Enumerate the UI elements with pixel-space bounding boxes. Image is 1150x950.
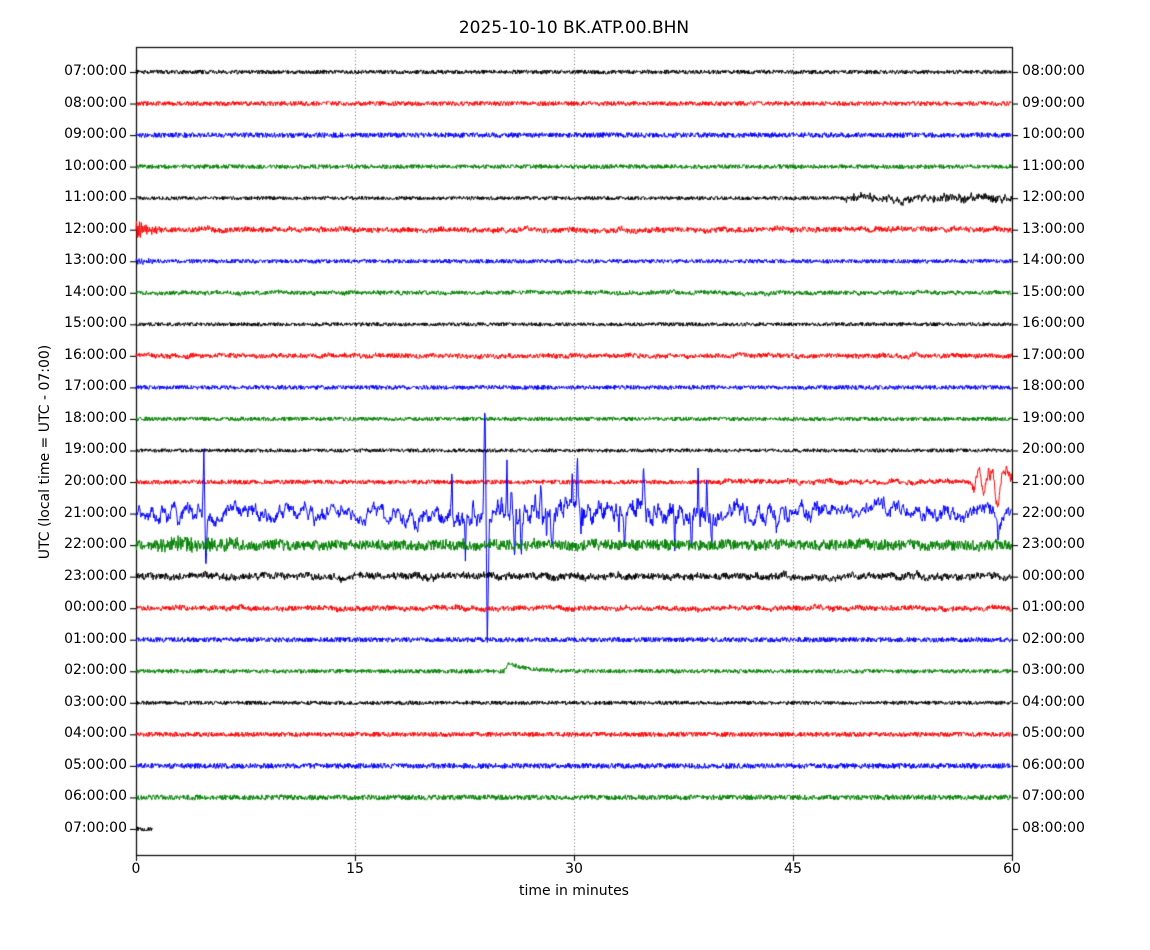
row-label-left-utc: 05:00:00 xyxy=(64,756,127,773)
row-label-right-utc-end: 23:00:00 xyxy=(1022,536,1085,553)
row-label-left-utc: 00:00:00 xyxy=(64,599,127,616)
row-label-right-utc-end: 09:00:00 xyxy=(1022,94,1085,111)
row-label-left-utc: 16:00:00 xyxy=(64,346,127,363)
row-label-left-utc: 01:00:00 xyxy=(64,630,127,647)
row-label-left-utc: 15:00:00 xyxy=(64,315,127,332)
row-label-left-utc: 03:00:00 xyxy=(64,693,127,710)
row-label-left-utc: 19:00:00 xyxy=(64,441,127,458)
row-label-left-utc: 12:00:00 xyxy=(64,220,127,237)
row-label-left-utc: 08:00:00 xyxy=(64,94,127,111)
row-label-right-utc-end: 08:00:00 xyxy=(1022,819,1085,836)
row-label-right-utc-end: 12:00:00 xyxy=(1022,189,1085,206)
row-label-right-utc-end: 16:00:00 xyxy=(1022,315,1085,332)
row-label-left-utc: 17:00:00 xyxy=(64,378,127,395)
row-label-right-utc-end: 01:00:00 xyxy=(1022,599,1085,616)
row-label-right-utc-end: 18:00:00 xyxy=(1022,378,1085,395)
row-label-left-utc: 09:00:00 xyxy=(64,126,127,143)
x-tick-label: 45 xyxy=(784,861,802,877)
y-axis-label: UTC (local time = UTC - 07:00) xyxy=(37,344,53,560)
row-label-right-utc-end: 21:00:00 xyxy=(1022,473,1085,490)
row-label-right-utc-end: 22:00:00 xyxy=(1022,504,1085,521)
row-label-right-utc-end: 02:00:00 xyxy=(1022,630,1085,647)
x-axis-label: time in minutes xyxy=(519,883,629,899)
row-label-right-utc-end: 17:00:00 xyxy=(1022,346,1085,363)
row-label-left-utc: 22:00:00 xyxy=(64,536,127,553)
row-label-right-utc-end: 00:00:00 xyxy=(1022,567,1085,584)
row-label-right-utc-end: 03:00:00 xyxy=(1022,662,1085,679)
row-label-right-utc-end: 15:00:00 xyxy=(1022,283,1085,300)
row-label-left-utc: 18:00:00 xyxy=(64,409,127,426)
x-tick-label: 60 xyxy=(1003,861,1021,877)
x-tick-label: 15 xyxy=(346,861,364,877)
row-label-left-utc: 23:00:00 xyxy=(64,567,127,584)
x-tick-label: 30 xyxy=(565,861,583,877)
row-label-right-utc-end: 19:00:00 xyxy=(1022,409,1085,426)
row-label-left-utc: 07:00:00 xyxy=(64,63,127,79)
row-label-left-utc: 06:00:00 xyxy=(64,788,127,805)
chart-title: 2025-10-10 BK.ATP.00.BHN xyxy=(458,18,690,38)
row-label-left-utc: 04:00:00 xyxy=(64,725,127,742)
row-label-right-utc-end: 06:00:00 xyxy=(1022,756,1085,773)
row-label-right-utc-end: 20:00:00 xyxy=(1022,441,1085,458)
row-label-left-utc: 10:00:00 xyxy=(64,157,127,174)
row-label-right-utc-end: 14:00:00 xyxy=(1022,252,1085,269)
row-label-right-utc-end: 11:00:00 xyxy=(1022,157,1085,174)
row-label-left-utc: 07:00:00 xyxy=(64,819,127,836)
row-label-right-utc-end: 04:00:00 xyxy=(1022,693,1085,710)
row-label-left-utc: 20:00:00 xyxy=(64,473,127,490)
row-label-left-utc: 21:00:00 xyxy=(64,504,127,521)
row-label-left-utc: 11:00:00 xyxy=(64,189,127,206)
row-label-right-utc-end: 05:00:00 xyxy=(1022,725,1085,742)
row-label-left-utc: 13:00:00 xyxy=(64,252,127,269)
row-label-left-utc: 02:00:00 xyxy=(64,662,127,679)
row-label-right-utc-end: 10:00:00 xyxy=(1022,126,1085,143)
row-label-right-utc-end: 13:00:00 xyxy=(1022,220,1085,237)
row-label-left-utc: 14:00:00 xyxy=(64,283,127,300)
row-label-right-utc-end: 07:00:00 xyxy=(1022,788,1085,805)
row-label-right-utc-end: 08:00:00 xyxy=(1022,63,1085,79)
x-tick-label: 0 xyxy=(131,861,141,877)
